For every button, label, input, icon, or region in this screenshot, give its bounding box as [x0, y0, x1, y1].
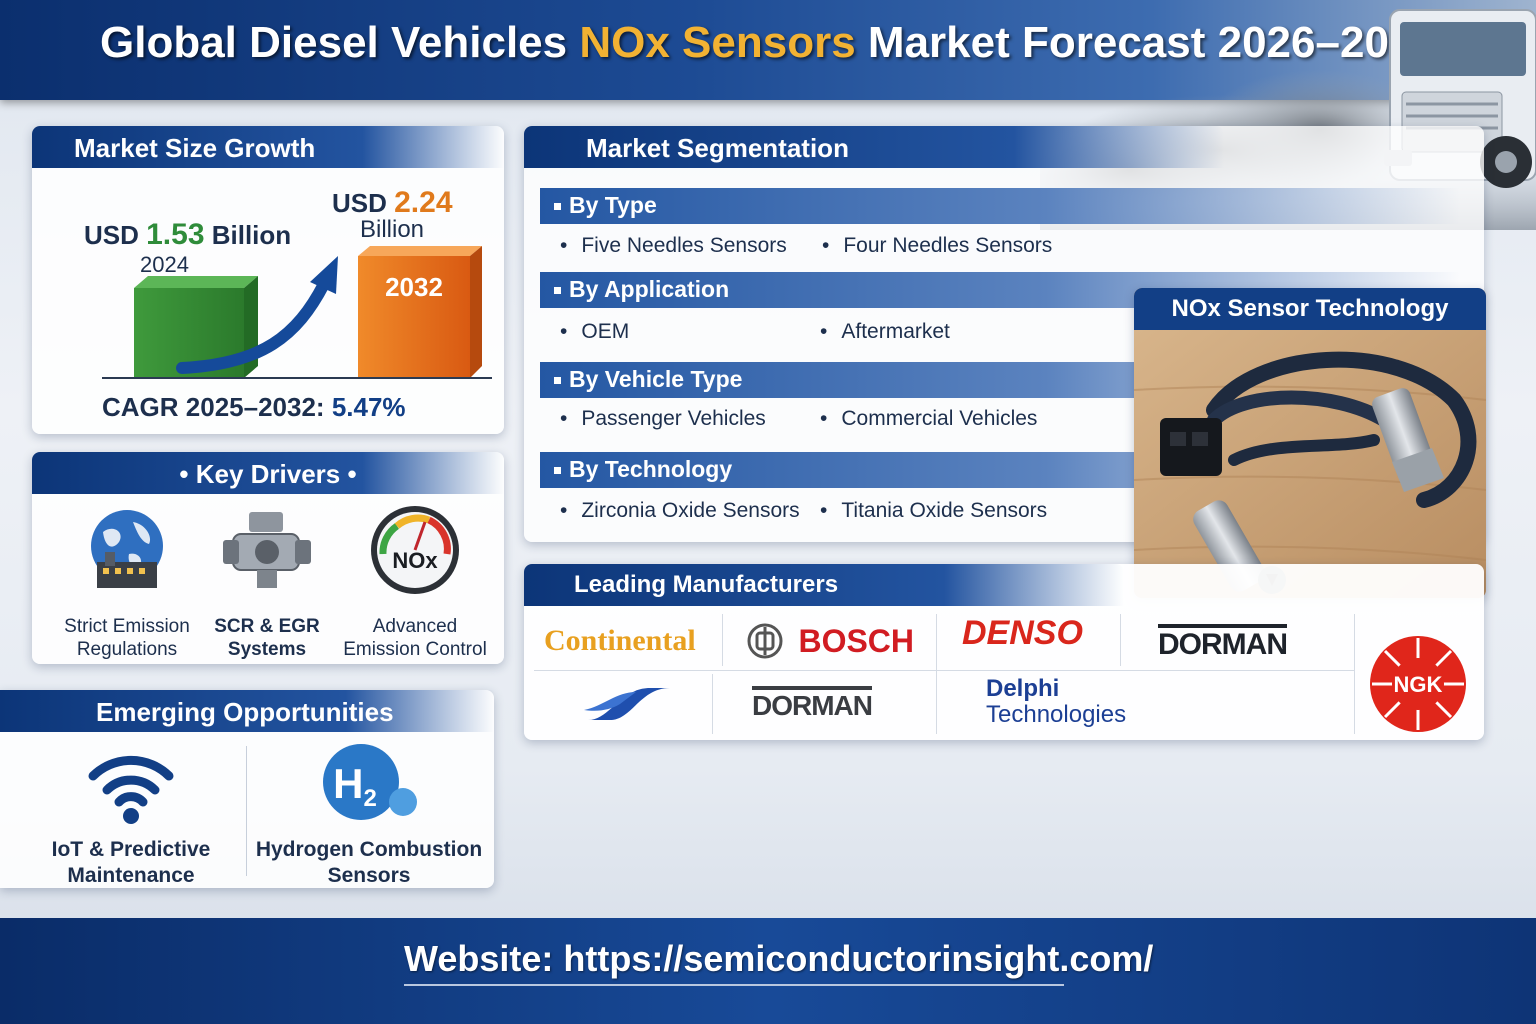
opportunities-panel: Emerging Opportunities IoT & Predictive … [0, 690, 494, 888]
key-drivers-heading: • Key Drivers • [32, 452, 504, 494]
delphi-subtitle: Technologies [986, 701, 1127, 728]
bar-2032-year: 2032 [385, 272, 443, 302]
manufacturers-heading: Leading Manufacturers [524, 564, 1124, 606]
growth-bar-chart: 2032 [102, 246, 492, 379]
driver-scr-egr: SCR & EGR Systems [192, 502, 342, 661]
driver-emission-control: NOx Advanced Emission Control [340, 502, 490, 661]
dorman-logo-secondary: DORMAN [752, 686, 873, 722]
bosch-wordmark: BOSCH [798, 622, 915, 659]
bar-2032 [358, 256, 470, 378]
segment-title-type: By Type [569, 192, 657, 218]
segment-bar-type: By Type [540, 188, 1460, 224]
segment-item: Titania Oxide Sensors [820, 499, 1047, 523]
segment-title-technology: By Technology [569, 456, 733, 482]
bar-2032-side [470, 246, 482, 378]
key-drivers-panel: • Key Drivers • Strict Emission Regulati… [32, 452, 504, 664]
market-size-heading: Market Size Growth [32, 126, 504, 168]
continental-logo: Continental [544, 624, 696, 657]
title-suffix: Market Forecast 2026–2034 [855, 18, 1438, 67]
sensor-photo [1134, 330, 1486, 598]
dorman-logo: DORMAN [1158, 624, 1288, 662]
driver-label-3: Advanced Emission Control [343, 616, 487, 660]
value-2032-unit: Billion [360, 216, 425, 243]
driver-emission-regulations: Strict Emission Regulations [52, 502, 202, 661]
driver-label-1: Strict Emission Regulations [64, 616, 190, 660]
cagr-text: CAGR 2025–2032: 5.47% [102, 392, 406, 423]
bullet-square-icon [554, 203, 561, 211]
gauge-label: NOx [392, 548, 438, 573]
wifi-icon [88, 755, 174, 824]
bosch-logo: BOSCH [746, 622, 914, 660]
value-2024-prefix: USD [84, 220, 147, 250]
technology-heading: NOx Sensor Technology [1134, 288, 1486, 330]
h2-icon: H2 [323, 744, 417, 820]
driver-label-2: SCR & EGR Systems [214, 616, 320, 660]
logo-col-divider [1354, 614, 1355, 734]
title-highlight: NOx Sensors [579, 18, 856, 67]
value-2032-number: 2.24 [394, 186, 453, 219]
market-size-panel: Market Size Growth 2032 USD 1.53 Billion… [32, 126, 504, 434]
segment-item: Commercial Vehicles [820, 407, 1037, 431]
segment-title-application: By Application [569, 276, 730, 302]
technology-panel: NOx Sensor Technology [1134, 288, 1486, 598]
opportunity-label-2: Hydrogen Combustion Sensors [255, 838, 483, 887]
page-title: Global Diesel Vehicles NOx Sensors Marke… [100, 18, 1438, 80]
denso-logo: DENSO [962, 614, 1083, 652]
bullet-square-icon [554, 287, 561, 295]
h2-symbol: H2 [333, 760, 377, 812]
segment-item: Passenger Vehicles [560, 407, 765, 431]
logo-col-divider [722, 614, 723, 666]
opportunity-divider [246, 746, 247, 876]
cagr-value: 5.47% [331, 392, 406, 422]
segmentation-heading: Market Segmentation [524, 126, 1224, 168]
bullet-square-icon [554, 377, 561, 385]
bar-2024-top [134, 276, 258, 288]
opportunity-hydrogen: H2 Hydrogen Combustion Sensors [254, 742, 484, 889]
logo-col-divider [712, 674, 713, 734]
delphi-logo: Delphi Technologies [986, 676, 1126, 728]
segment-item: Zirconia Oxide Sensors [560, 499, 799, 523]
segmentation-panel: Market Segmentation By Type Five Needles… [524, 126, 1484, 542]
logo-row-divider [534, 670, 1354, 671]
website-link[interactable]: Website: https://semiconductorinsight.co… [404, 938, 1153, 986]
value-2024-suffix: Billion [204, 220, 292, 250]
opportunity-label-1: IoT & Predictive Maintenance [51, 838, 211, 887]
segment-item: Aftermarket [820, 320, 950, 344]
delphi-wordmark: Delphi [986, 675, 1060, 702]
title-prefix: Global Diesel Vehicles [100, 18, 580, 67]
globe-factory-icon [91, 510, 163, 588]
logo-col-divider [936, 614, 937, 734]
bullet-square-icon [554, 467, 561, 475]
segment-title-vehicle-type: By Vehicle Type [569, 366, 743, 392]
footer-bar [0, 918, 1536, 1024]
growth-arrow [176, 278, 330, 374]
value-2024: USD 1.53 Billion [84, 218, 291, 252]
growth-arrow-head [310, 256, 338, 294]
value-2024-number: 1.53 [146, 218, 205, 251]
year-2024: 2024 [140, 252, 189, 277]
faurecia-logo-icon [584, 688, 670, 720]
segment-item: Four Needles Sensors [822, 234, 1052, 258]
value-2032-prefix: USD [332, 188, 395, 218]
logo-col-divider [1120, 614, 1121, 666]
valve-icon [223, 512, 311, 588]
nox-gauge-icon: NOx [371, 506, 459, 594]
segment-item: OEM [560, 320, 629, 344]
ngk-logo: NGK [1370, 636, 1466, 732]
opportunities-heading: Emerging Opportunities [0, 690, 494, 732]
bar-2032-top [358, 246, 482, 256]
cagr-label: CAGR 2025–2032: [102, 392, 332, 422]
opportunity-iot: IoT & Predictive Maintenance [16, 742, 246, 889]
segment-item: Five Needles Sensors [560, 234, 786, 258]
ngk-wordmark: NGK [1394, 672, 1443, 697]
value-2032: USD 2.24 [332, 186, 453, 220]
bosch-armature-icon [747, 623, 783, 659]
manufacturers-panel: Leading Manufacturers Continental BOSCH … [524, 564, 1484, 740]
